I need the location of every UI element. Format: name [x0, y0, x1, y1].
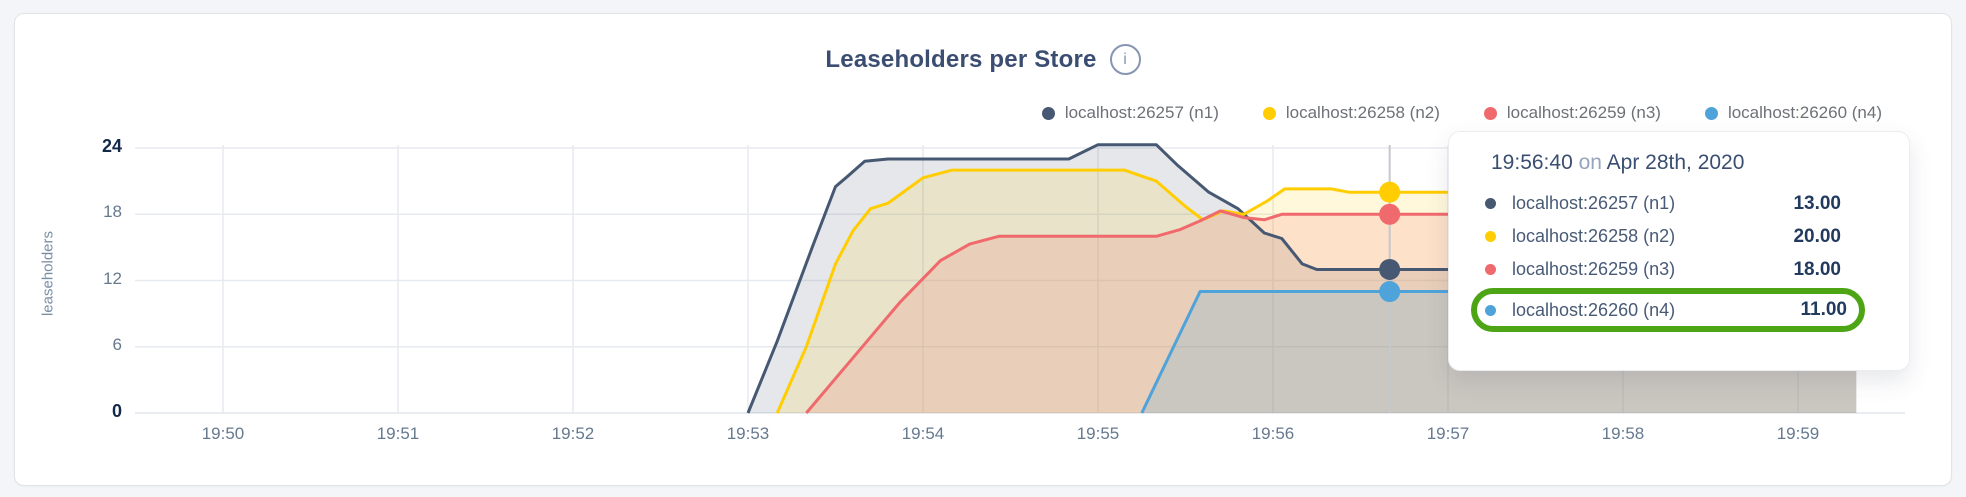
tooltip-series-label: localhost:26259 (n3) — [1512, 259, 1676, 279]
tooltip-series-label: localhost:26257 (n1) — [1512, 193, 1676, 213]
x-axis-tick: 19:54 — [901, 424, 945, 443]
legend-dot — [1041, 106, 1055, 120]
x-axis-tick: 19:53 — [726, 424, 770, 443]
legend-item-n4[interactable]: localhost:26260 (n4) — [1704, 103, 1882, 123]
tooltip-row: localhost:26258 (n2) 20.00 — [1485, 220, 1841, 253]
series-line-n1 — [746, 143, 1857, 414]
x-axis-tick: 19:57 — [1426, 424, 1470, 443]
chart-title: Leaseholders per Store — [825, 45, 1097, 73]
hover-tooltip: 19:56:40 on Apr 28th, 2020 localhost:262… — [1448, 131, 1910, 371]
tooltip-date: Apr 28th, 2020 — [1606, 151, 1745, 174]
x-axis-tick: 19:58 — [1601, 424, 1645, 443]
y-axis-tick: 12 — [103, 268, 122, 288]
series-line-n3 — [805, 209, 1857, 414]
legend-dot — [1704, 106, 1718, 120]
tooltip-header: 19:56:40 on Apr 28th, 2020 — [1491, 151, 1841, 175]
tooltip-rows: localhost:26257 (n1) 13.00 localhost:26258… — [1471, 187, 1865, 332]
legend-label: localhost:26258 (n2) — [1285, 103, 1440, 122]
legend-label: localhost:26260 (n4) — [1727, 103, 1882, 122]
x-axis-tick: 19:56 — [1251, 424, 1295, 443]
hover-point-n1 — [1379, 258, 1401, 280]
legend-label: localhost:26257 (n1) — [1064, 103, 1219, 122]
tooltip-time: 19:56:40 — [1491, 151, 1573, 174]
x-axis-tick: 19:51 — [376, 424, 420, 443]
hover-point-n4 — [1379, 281, 1401, 303]
chart-header: Leaseholders per Store i — [0, 44, 1966, 75]
tooltip-series-value: 18.00 — [1793, 258, 1841, 280]
x-axis-tick: 19:55 — [1076, 424, 1120, 443]
series-dot — [1485, 231, 1496, 242]
y-axis-tick: 0 — [111, 401, 122, 421]
x-axis-tick: 19:50 — [201, 424, 245, 443]
tooltip-row: localhost:26259 (n3) 18.00 — [1485, 253, 1841, 286]
tooltip-series-label: localhost:26258 (n2) — [1512, 226, 1676, 246]
legend-item-n1[interactable]: localhost:26257 (n1) — [1041, 103, 1219, 123]
chart-legend: localhost:26257 (n1) localhost:26258 (n2)… — [1041, 103, 1882, 123]
tooltip-row: localhost:26257 (n1) 13.00 — [1485, 187, 1841, 220]
y-axis-tick: 24 — [101, 136, 122, 156]
series-dot — [1485, 264, 1496, 275]
hover-point-n2 — [1379, 181, 1401, 203]
x-axis-tick: 19:52 — [551, 424, 595, 443]
hover-point-n3 — [1379, 203, 1401, 225]
legend-dot — [1262, 106, 1276, 120]
tooltip-series-value: 13.00 — [1793, 192, 1841, 214]
legend-dot — [1483, 106, 1497, 120]
tooltip-series-label: localhost:26260 (n4) — [1512, 299, 1676, 320]
legend-label: localhost:26259 (n3) — [1506, 103, 1661, 122]
legend-item-n3[interactable]: localhost:26259 (n3) — [1483, 103, 1661, 123]
series-dot — [1485, 304, 1496, 316]
series-dot — [1485, 198, 1496, 209]
series-line-n2 — [775, 168, 1857, 414]
y-axis-tick: 6 — [112, 334, 122, 354]
tooltip-row-highlight-annotation: localhost:26260 (n4) 11.00 — [1471, 288, 1865, 332]
legend-item-n2[interactable]: localhost:26258 (n2) — [1262, 103, 1440, 123]
tooltip-conjunction: on — [1578, 151, 1602, 174]
info-icon[interactable]: i — [1109, 44, 1141, 75]
x-axis-tick: 19:59 — [1776, 424, 1820, 443]
tooltip-series-value: 11.00 — [1800, 299, 1848, 320]
y-axis-tick: 18 — [103, 202, 122, 222]
tooltip-series-value: 20.00 — [1793, 225, 1841, 247]
